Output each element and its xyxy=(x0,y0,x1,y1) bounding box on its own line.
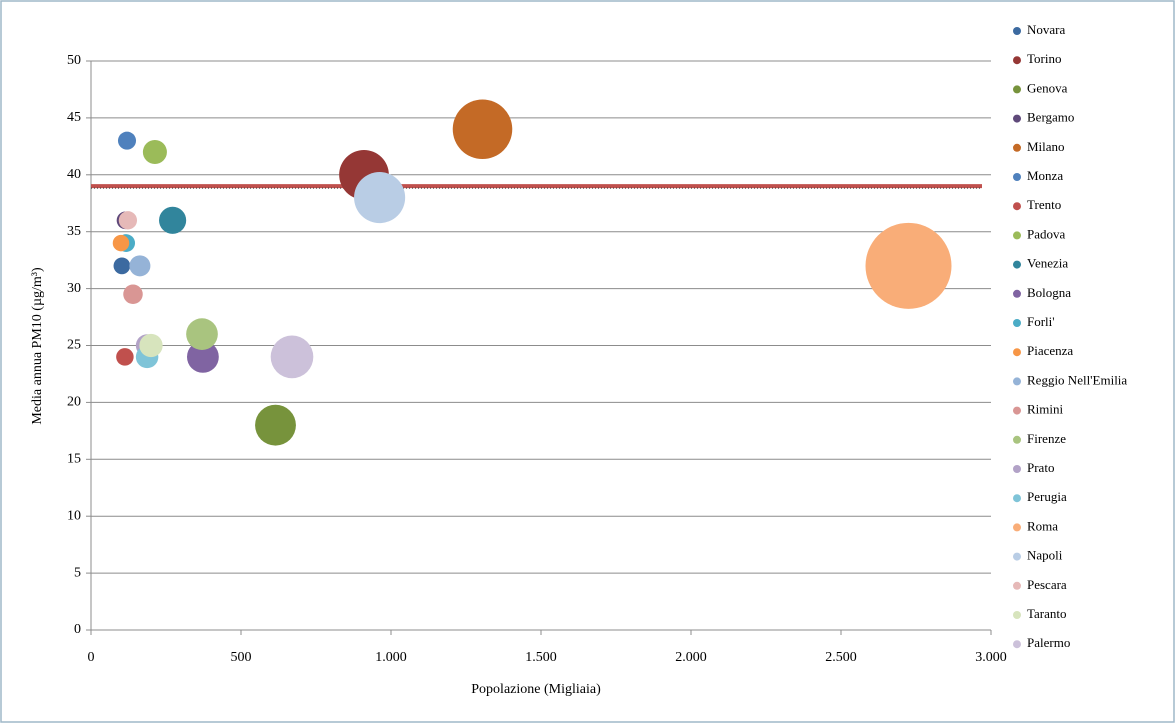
legend-marker xyxy=(1013,640,1021,649)
legend-marker xyxy=(1013,465,1021,473)
legend-marker xyxy=(1013,56,1021,65)
bubble xyxy=(112,234,130,252)
x-axis-label: Popolazione (Migliaia) xyxy=(471,682,601,697)
legend-label: Piacenza xyxy=(1027,343,1073,358)
bubble xyxy=(270,335,314,379)
y-tick-label: 15 xyxy=(67,452,81,467)
y-tick-label: 20 xyxy=(67,395,81,410)
legend-label: Bologna xyxy=(1027,285,1071,300)
legend-marker xyxy=(1013,143,1021,152)
bubble xyxy=(452,99,513,160)
legend-label: Pescara xyxy=(1027,577,1067,592)
x-tick-label: 1.500 xyxy=(525,650,557,665)
y-axis-label: Media annua PM10 (µg/m³) xyxy=(30,267,45,425)
legend-marker xyxy=(1013,494,1021,503)
bubble xyxy=(865,222,952,309)
bubble xyxy=(116,348,134,366)
legend-label: Palermo xyxy=(1027,635,1070,650)
legend-marker xyxy=(1013,289,1021,298)
bubble xyxy=(129,255,151,277)
x-tick-label: 1.000 xyxy=(375,650,407,665)
bubble xyxy=(117,131,137,150)
legend-label: Napoli xyxy=(1027,548,1063,563)
bubble xyxy=(186,318,218,350)
legend-label: Firenze xyxy=(1027,431,1066,446)
legend-marker xyxy=(1013,231,1021,240)
legend: Novara Torino Genova Bergamo Milano Monza Tren… xyxy=(1013,22,1127,650)
legend-label: Padova xyxy=(1027,226,1066,241)
legend-label: Prato xyxy=(1027,460,1054,475)
legend-label: Reggio Nell'Emilia xyxy=(1027,372,1127,387)
legend-marker xyxy=(1013,348,1021,357)
y-tick-label: 0 xyxy=(74,622,81,637)
legend-label: Rimini xyxy=(1027,402,1064,417)
bubble xyxy=(255,404,296,446)
legend-label: Taranto xyxy=(1027,606,1067,621)
legend-label: Venezia xyxy=(1027,256,1068,271)
x-tick-label: 2.500 xyxy=(825,650,857,665)
legend-label: Roma xyxy=(1027,518,1058,533)
legend-marker xyxy=(1013,435,1021,444)
y-tick-label: 25 xyxy=(67,338,81,353)
legend-marker xyxy=(1013,319,1021,327)
x-tick-label: 500 xyxy=(231,650,252,665)
y-tick-label: 35 xyxy=(67,224,81,239)
legend-marker xyxy=(1013,202,1021,211)
legend-label: Monza xyxy=(1027,168,1063,183)
bubble xyxy=(113,257,131,275)
legend-marker xyxy=(1013,552,1021,561)
x-tick-label: 3.000 xyxy=(975,650,1007,665)
legend-marker xyxy=(1013,85,1021,94)
legend-label: Perugia xyxy=(1027,489,1067,504)
legend-marker xyxy=(1013,611,1021,619)
legend-marker xyxy=(1013,406,1021,415)
legend-label: Torino xyxy=(1027,51,1061,66)
legend-marker xyxy=(1013,114,1021,123)
bubble xyxy=(159,206,187,234)
bubble xyxy=(186,340,219,373)
legend-label: Genova xyxy=(1027,80,1068,95)
legend-label: Bergamo xyxy=(1027,110,1074,125)
bubble xyxy=(118,211,138,230)
legend-marker xyxy=(1013,581,1021,590)
legend-marker xyxy=(1013,377,1021,386)
bubble xyxy=(139,333,163,358)
legend-marker xyxy=(1013,260,1021,269)
y-tick-label: 30 xyxy=(67,281,81,296)
legend-marker xyxy=(1013,173,1021,181)
bubble xyxy=(142,140,167,165)
bubble xyxy=(354,172,406,224)
legend-label: Milano xyxy=(1027,139,1065,154)
y-tick-label: 10 xyxy=(67,508,81,523)
legend-marker xyxy=(1013,523,1021,532)
y-tick-label: 40 xyxy=(67,167,81,182)
y-tick-label: 50 xyxy=(67,53,81,68)
x-tick-label: 2.000 xyxy=(675,650,707,665)
bubble xyxy=(123,284,143,305)
legend-label: Forli' xyxy=(1027,314,1055,329)
y-tick-label: 45 xyxy=(67,110,81,125)
legend-label: Trento xyxy=(1027,197,1061,212)
legend-label: Novara xyxy=(1027,22,1065,37)
y-tick-label: 5 xyxy=(74,565,81,580)
x-tick-label: 0 xyxy=(88,650,95,665)
legend-marker xyxy=(1013,27,1021,35)
